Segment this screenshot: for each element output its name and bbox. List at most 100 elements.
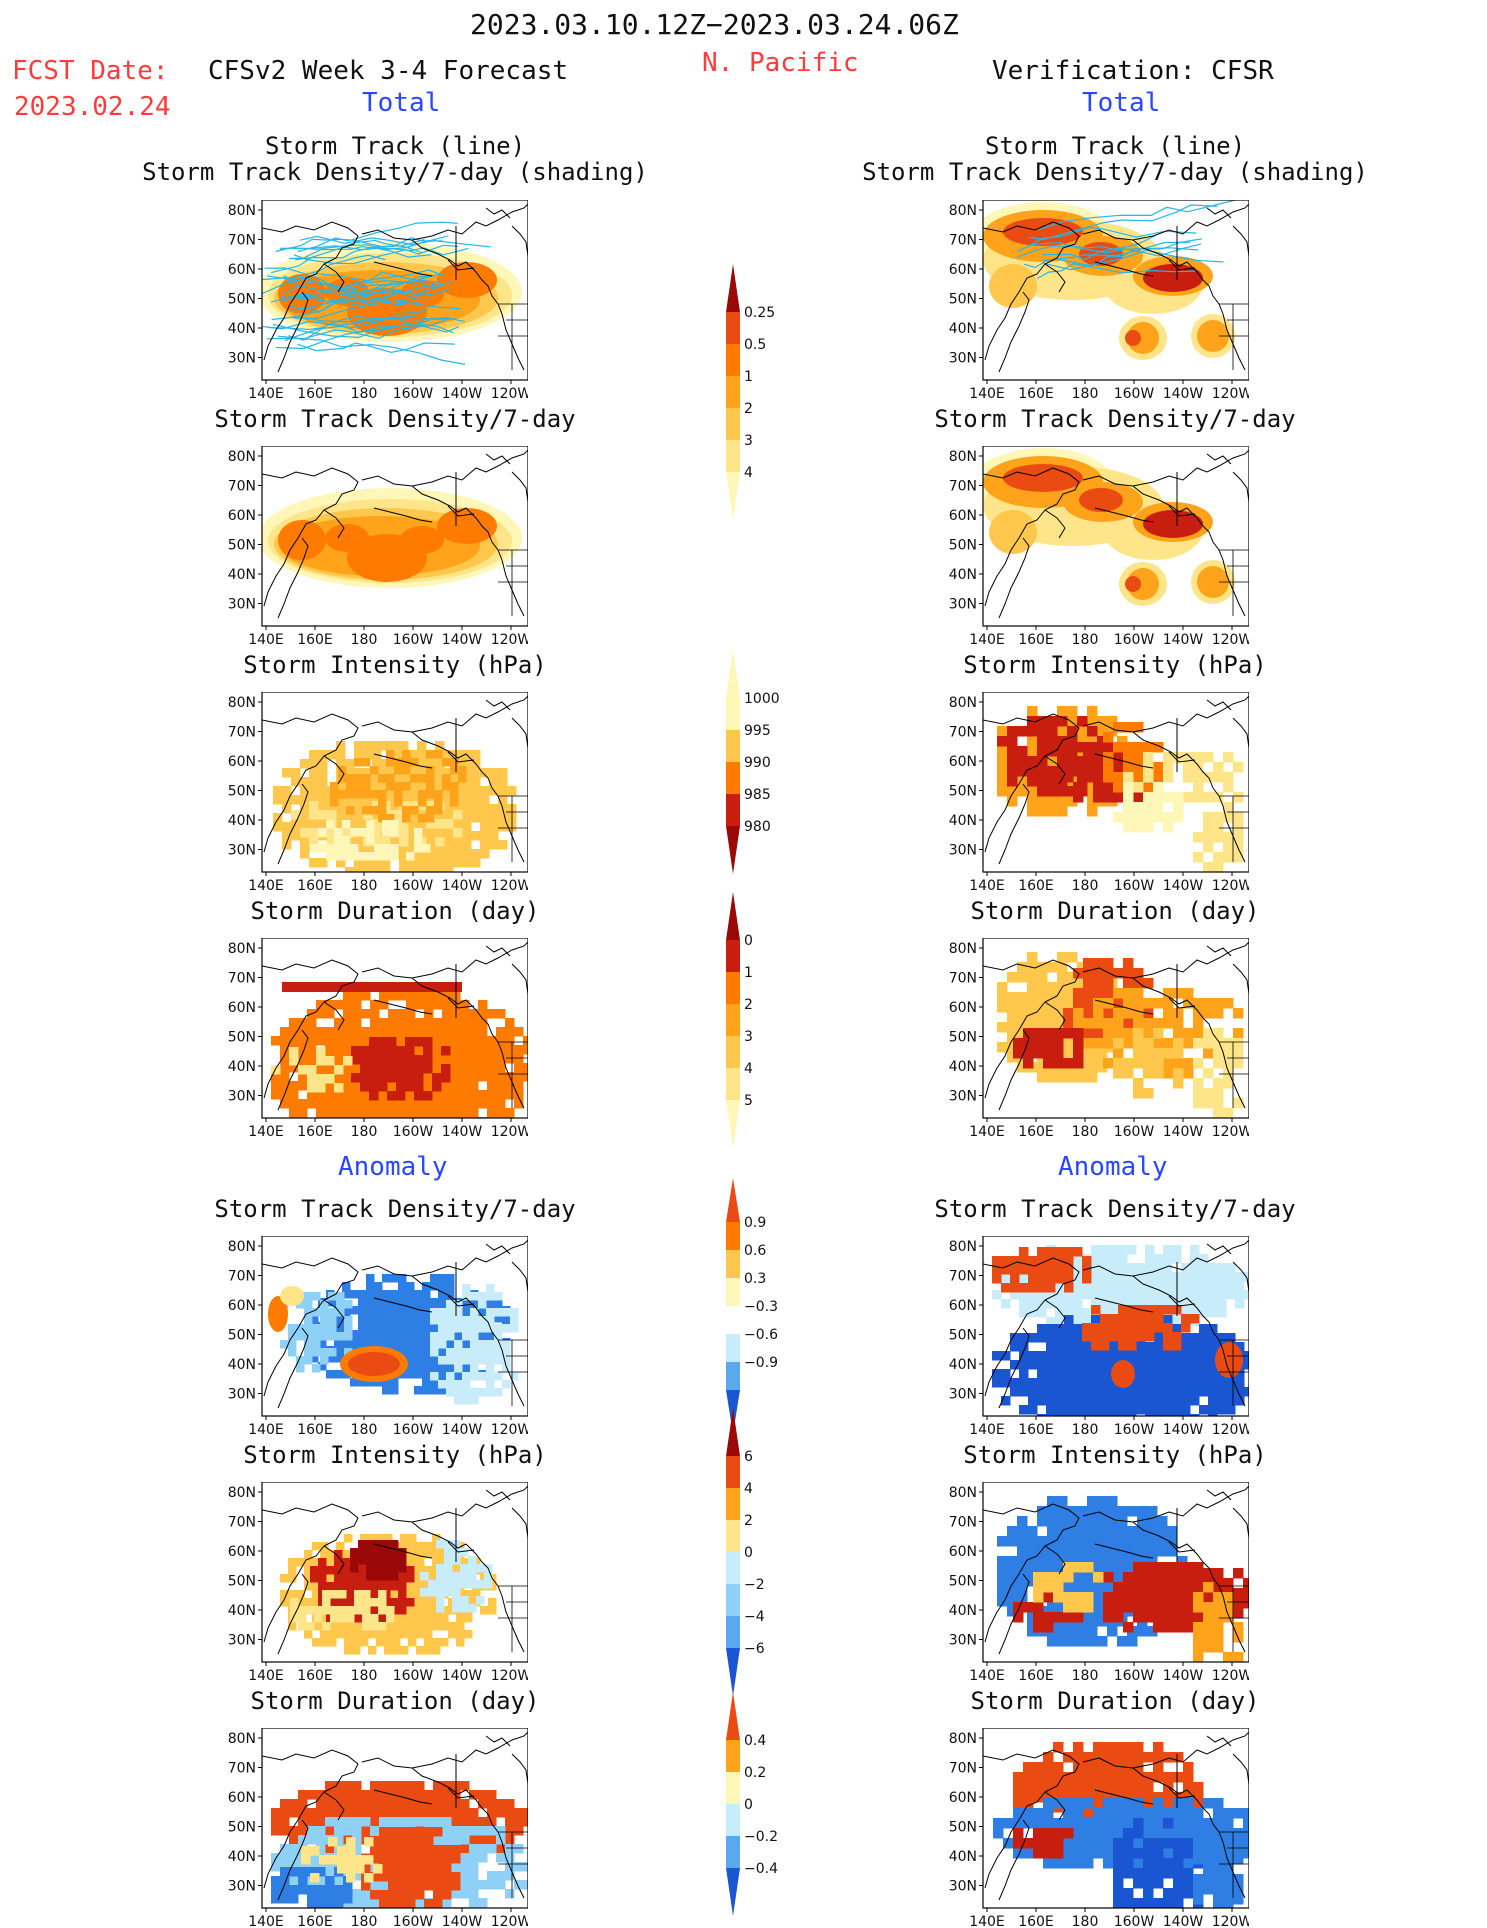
lat-tick-label: 30N: [228, 597, 256, 613]
colorbar-tick-label: −6: [744, 1641, 765, 1657]
lon-tick-label: 160E: [297, 878, 333, 892]
lon-tick-label: 180: [1072, 386, 1099, 400]
lon-tick-label: 160E: [297, 632, 333, 646]
lat-tick-label: 40N: [949, 567, 977, 583]
colorbar-tick-label: −0.9: [744, 1355, 778, 1371]
title-density-anom-right: Storm Track Density/7-day: [934, 1195, 1296, 1223]
lon-tick-label: 160E: [297, 386, 333, 400]
lon-tick-label: 180: [351, 386, 378, 400]
lat-tick-label: 30N: [949, 597, 977, 613]
lat-tick-label: 60N: [228, 1790, 256, 1806]
lon-tick-label: 180: [1072, 1668, 1099, 1682]
lat-tick-label: 40N: [949, 1357, 977, 1373]
lat-tick-label: 50N: [228, 1030, 256, 1046]
lat-tick-label: 50N: [949, 1820, 977, 1836]
lon-tick-label: 120W: [1212, 1668, 1249, 1682]
lon-tick-label: 140E: [969, 878, 1005, 892]
lon-tick-label: 160E: [297, 1914, 333, 1928]
colorbar-tick-label: 0.2: [744, 1765, 766, 1781]
lon-tick-label: 160W: [393, 386, 434, 400]
colorbar-tick-label: 4: [744, 1481, 753, 1497]
map-density-forecast: 80N 70N 60N 50N 40N 30N 140E 160E 180 160W 140W 120…: [212, 446, 528, 646]
lon-tick-label: 180: [351, 1124, 378, 1138]
colorbar-tick-label: −2: [744, 1577, 765, 1593]
lon-tick-label: 140W: [1163, 1914, 1204, 1928]
total-label-left: Total: [362, 88, 441, 118]
lon-tick-label: 160W: [1114, 1914, 1155, 1928]
colorbar-intensity-total: 1000 995 990 985 980: [720, 648, 790, 876]
lat-tick-label: 40N: [949, 1059, 977, 1075]
lon-tick-label: 140E: [248, 1124, 284, 1138]
lat-tick-label: 50N: [949, 1328, 977, 1344]
lat-tick-label: 60N: [228, 1298, 256, 1314]
colorbar-tick-label: 985: [744, 787, 771, 803]
lon-tick-label: 120W: [1212, 1914, 1249, 1928]
lat-tick-label: 70N: [228, 233, 256, 249]
title-track-shading-right: Storm Track Density/7-day (shading): [862, 158, 1368, 186]
colorbar-density-total: 0.25 0.5 1 2 3 4: [720, 262, 790, 522]
lon-tick-label: 140E: [248, 1422, 284, 1436]
lat-tick-label: 60N: [228, 262, 256, 278]
lon-tick-label: 140W: [442, 1668, 483, 1682]
colorbar-tick-label: 0.5: [744, 337, 766, 353]
lat-tick-label: 70N: [949, 1269, 977, 1285]
colorbar-tick-label: 995: [744, 723, 771, 739]
title-density-right: Storm Track Density/7-day: [934, 405, 1296, 433]
lon-tick-label: 180: [1072, 878, 1099, 892]
colorbar-tick-label: 1: [744, 369, 753, 385]
lat-tick-label: 30N: [949, 351, 977, 367]
lat-tick-label: 50N: [949, 538, 977, 554]
colorbar-intensity-anomaly: 6 4 2 0 −2 −4 −6: [720, 1406, 790, 1698]
map-intensity-anomaly-forecast: 80N 70N 60N 50N 40N 30N 140E 160E 180 160W 140W 120…: [212, 1482, 528, 1682]
colorbar-tick-label: −0.2: [744, 1829, 778, 1845]
lat-tick-label: 80N: [228, 1239, 256, 1255]
lat-tick-label: 50N: [228, 292, 256, 308]
lat-tick-label: 40N: [228, 567, 256, 583]
lon-tick-label: 140W: [442, 1422, 483, 1436]
title-density-anom-left: Storm Track Density/7-day: [214, 1195, 576, 1223]
lat-tick-label: 80N: [228, 449, 256, 465]
lon-tick-label: 160W: [393, 1124, 434, 1138]
model-title: CFSv2 Week 3-4 Forecast: [208, 56, 569, 86]
lon-tick-label: 180: [1072, 632, 1099, 646]
lon-tick-label: 140W: [442, 878, 483, 892]
lon-tick-label: 160W: [1114, 386, 1155, 400]
lon-tick-label: 140W: [1163, 386, 1204, 400]
lat-tick-label: 30N: [228, 351, 256, 367]
lat-tick-label: 70N: [949, 479, 977, 495]
map-intensity-verification: 80N 70N 60N 50N 40N 30N 140E 160E 180 160W 140W 120…: [933, 692, 1249, 892]
lon-tick-label: 140E: [969, 632, 1005, 646]
colorbar-tick-label: 3: [744, 433, 753, 449]
colorbar-tick-label: 0.9: [744, 1215, 766, 1231]
colorbar-tick-label: 5: [744, 1093, 753, 1109]
lat-tick-label: 70N: [228, 1515, 256, 1531]
lon-tick-label: 160E: [1018, 1124, 1054, 1138]
lon-tick-label: 140W: [1163, 1422, 1204, 1436]
map-intensity-anomaly-verification: 80N 70N 60N 50N 40N 30N 140E 160E 180 160W 140W 120…: [933, 1482, 1249, 1682]
lon-tick-label: 160W: [393, 878, 434, 892]
lat-tick-label: 60N: [949, 1298, 977, 1314]
anomaly-label-right: Anomaly: [1058, 1152, 1168, 1182]
lat-tick-label: 70N: [949, 1761, 977, 1777]
map-track-verification: 80N 70N 60N 50N 40N 30N 140E 160E 180 160W 140W 120…: [933, 200, 1249, 400]
lat-tick-label: 80N: [949, 1485, 977, 1501]
lat-tick-label: 50N: [228, 784, 256, 800]
lat-tick-label: 80N: [949, 449, 977, 465]
colorbar-duration-anomaly: 0.4 0.2 0 −0.2 −0.4: [720, 1690, 790, 1918]
lon-tick-label: 140W: [1163, 632, 1204, 646]
lat-tick-label: 70N: [949, 725, 977, 741]
title-intensity-right: Storm Intensity (hPa): [963, 651, 1267, 679]
lat-tick-label: 60N: [228, 508, 256, 524]
lon-tick-label: 120W: [491, 632, 528, 646]
lat-tick-label: 40N: [228, 1849, 256, 1865]
lat-tick-label: 80N: [949, 941, 977, 957]
lon-tick-label: 180: [1072, 1124, 1099, 1138]
lat-tick-label: 60N: [228, 1544, 256, 1560]
lat-tick-label: 30N: [949, 1387, 977, 1403]
lat-tick-label: 30N: [949, 843, 977, 859]
lat-tick-label: 60N: [949, 1790, 977, 1806]
lon-tick-label: 160E: [1018, 632, 1054, 646]
map-duration-verification: 80N 70N 60N 50N 40N 30N 140E 160E 180 160W 140W 120…: [933, 938, 1249, 1138]
title-track-shading-left: Storm Track Density/7-day (shading): [142, 158, 648, 186]
colorbar-tick-label: 6: [744, 1449, 753, 1465]
